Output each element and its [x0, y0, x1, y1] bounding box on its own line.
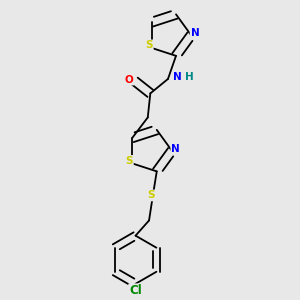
- Text: S: S: [145, 40, 153, 50]
- Text: N: N: [190, 28, 199, 38]
- Text: S: S: [148, 190, 155, 200]
- Text: Cl: Cl: [129, 284, 142, 297]
- Text: N: N: [172, 72, 181, 82]
- Text: N: N: [171, 144, 180, 154]
- Text: S: S: [125, 156, 133, 166]
- Text: O: O: [125, 75, 134, 85]
- Text: H: H: [185, 72, 194, 82]
